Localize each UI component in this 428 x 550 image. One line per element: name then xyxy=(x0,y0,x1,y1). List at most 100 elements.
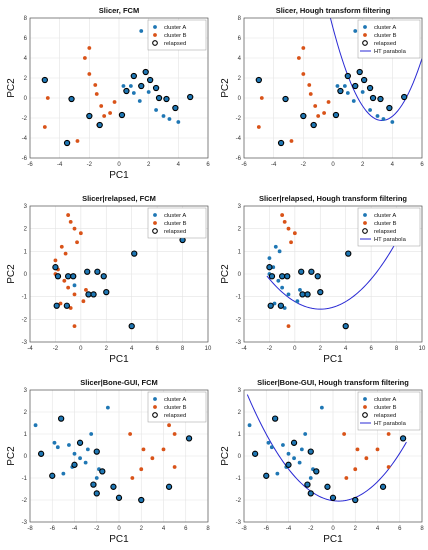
relapsed-point xyxy=(52,264,59,271)
x-tick-label: 0 xyxy=(293,346,297,352)
legend-cluster-b-marker xyxy=(363,33,367,37)
x-tick-label: -2 xyxy=(301,162,307,168)
y-tick-label: 6 xyxy=(24,36,28,42)
legend-label: relapsed xyxy=(164,413,186,419)
cluster-a-point xyxy=(131,91,136,95)
cluster-b-point xyxy=(128,432,133,436)
cluster-b-point xyxy=(344,476,349,480)
relapsed-point xyxy=(118,111,126,119)
cluster-b-point xyxy=(172,465,177,469)
relapsed-point xyxy=(163,95,170,103)
relapsed-point xyxy=(307,448,314,455)
legend-box xyxy=(147,19,207,51)
x-tick-label: 4 xyxy=(344,346,348,352)
cluster-b-point xyxy=(301,72,306,76)
y-axis-label: PC2 xyxy=(6,264,17,284)
cluster-a-point xyxy=(281,443,285,447)
cluster-a-point xyxy=(272,301,277,306)
relapsed-point xyxy=(86,112,93,120)
relapsed-point xyxy=(90,291,97,298)
cluster-a-point xyxy=(345,91,350,95)
chart-title: Slicer|Bone-GUI, Hough transform filteri… xyxy=(257,378,409,387)
x-tick-label: 8 xyxy=(420,526,424,532)
x-axis-label: PC1 xyxy=(109,354,129,365)
relapsed-point xyxy=(115,494,123,501)
relapsed-point xyxy=(165,483,173,490)
relapsed-point xyxy=(128,322,135,330)
chart-title: Slicer, FCM xyxy=(99,6,139,15)
legend-label: cluster A xyxy=(374,25,396,31)
cluster-a-point xyxy=(247,423,252,428)
cluster-b-point xyxy=(282,219,287,224)
cluster-a-point xyxy=(121,84,126,88)
legend-label: cluster A xyxy=(374,213,396,219)
relapsed-point xyxy=(386,104,393,112)
cluster-b-point xyxy=(87,46,92,50)
cluster-b-point xyxy=(259,96,264,100)
cluster-a-point xyxy=(375,114,380,118)
chart-title: Slicer|relapsed, Hough transform filteri… xyxy=(259,194,407,203)
chart-title: Slicer, Hough transform filtering xyxy=(276,6,391,15)
axes-frame xyxy=(243,17,423,159)
relapsed-point xyxy=(76,439,84,446)
cluster-b-point xyxy=(45,96,50,100)
cluster-a-point xyxy=(286,451,291,456)
x-tick-label: -6 xyxy=(27,162,33,168)
relapsed-point xyxy=(172,104,179,112)
cluster-a-point xyxy=(269,445,274,450)
axes-frame xyxy=(243,389,423,523)
x-tick-label: -4 xyxy=(72,526,78,532)
legend-box xyxy=(357,207,421,247)
cluster-b-point xyxy=(172,432,177,436)
legend-label: cluster B xyxy=(164,221,187,227)
legend-relapsed-marker xyxy=(152,228,158,234)
y-tick-label: -3 xyxy=(22,340,28,346)
x-tick-label: 6 xyxy=(184,526,188,532)
legend-label: HT parabola xyxy=(374,49,407,55)
relapsed-point xyxy=(187,93,194,101)
cluster-a-point xyxy=(286,292,291,297)
relapsed-point xyxy=(277,302,285,309)
legend-cluster-a-marker xyxy=(153,25,157,29)
legend-box xyxy=(147,391,207,423)
relapsed-point xyxy=(93,490,100,497)
cluster-a-point xyxy=(308,476,313,480)
cluster-a-point xyxy=(342,84,347,88)
legend-label: cluster B xyxy=(374,33,397,39)
legend: cluster A cluster B relapsed xyxy=(147,391,207,423)
relapsed-point xyxy=(263,472,270,479)
relapsed-point xyxy=(298,268,305,275)
cluster-a-point xyxy=(55,445,60,450)
cluster-b-point xyxy=(256,125,261,129)
cluster-a-point xyxy=(105,405,110,410)
legend-label: relapsed xyxy=(164,229,186,235)
cluster-b-point xyxy=(322,111,326,115)
y-axis-label: PC2 xyxy=(6,446,17,466)
cluster-b-point xyxy=(72,324,77,329)
cluster-a-point xyxy=(280,285,285,290)
relapsed-point xyxy=(379,483,387,490)
x-tick-label: -4 xyxy=(57,162,63,168)
relapsed-point xyxy=(68,95,75,103)
cluster-a-point xyxy=(167,117,172,121)
cluster-b-point xyxy=(63,251,68,256)
cluster-a-point xyxy=(351,99,356,103)
legend-label: relapsed xyxy=(374,229,396,235)
cluster-b-point xyxy=(58,301,63,306)
legend-box xyxy=(357,391,421,431)
chart-title: Slicer|relapsed, FCM xyxy=(82,194,156,203)
x-tick-label: -8 xyxy=(241,526,247,532)
y-tick-label: 1 xyxy=(24,432,28,438)
x-tick-label: 2 xyxy=(319,346,323,352)
cluster-a-point xyxy=(161,114,166,118)
y-tick-label: -1 xyxy=(22,295,28,301)
legend-cluster-b-marker xyxy=(153,221,157,225)
relapsed-point xyxy=(369,94,377,102)
y-tick-label: 3 xyxy=(24,388,28,394)
legend: cluster A cluster B relapsed xyxy=(147,19,207,51)
x-tick-label: 6 xyxy=(206,162,210,168)
cluster-b-point xyxy=(286,324,291,329)
legend-cluster-a-marker xyxy=(363,213,367,217)
y-tick-label: 2 xyxy=(238,76,242,82)
cluster-b-point xyxy=(53,258,58,263)
